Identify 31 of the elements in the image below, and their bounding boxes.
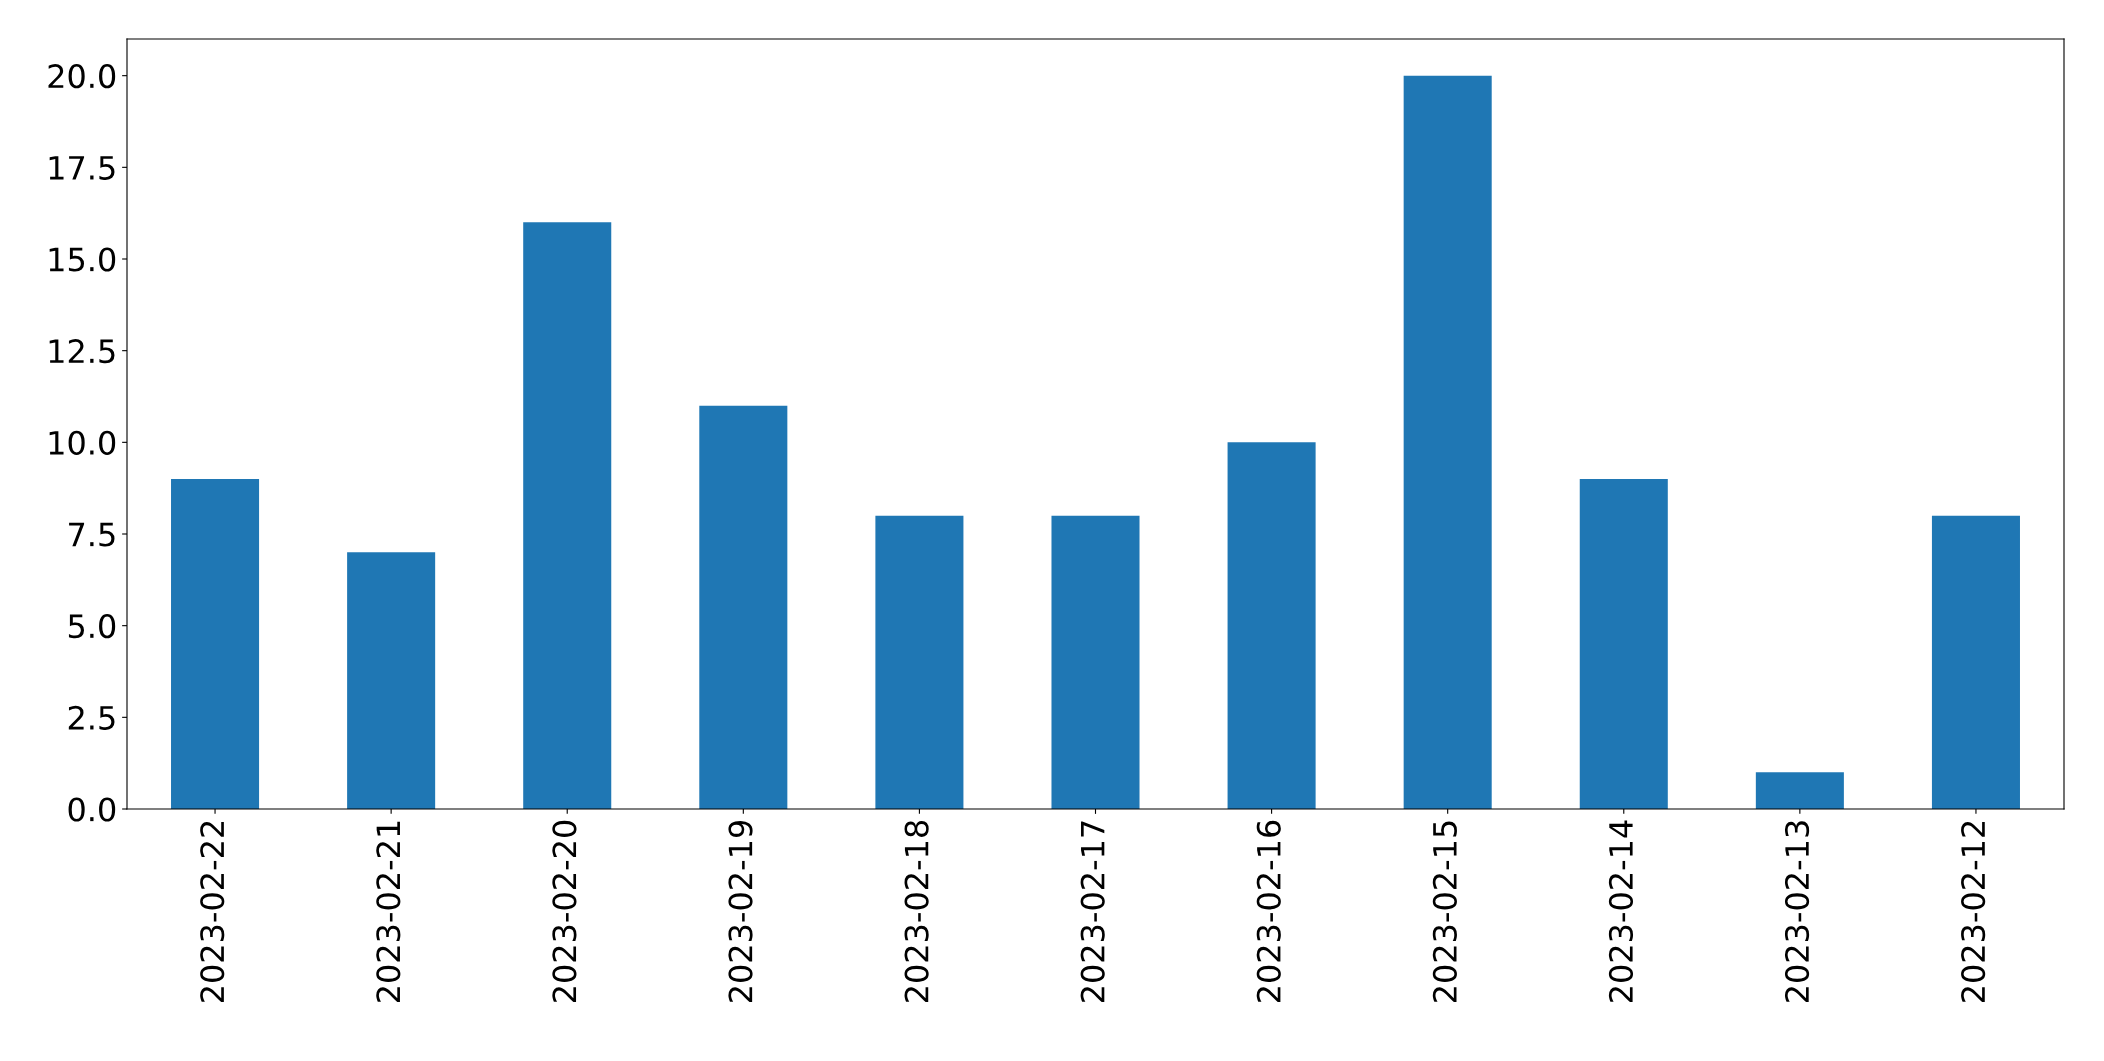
x-tick-label: 2023-02-18	[904, 820, 929, 1003]
y-tick-label: 5.0	[68, 614, 116, 639]
bar	[1579, 479, 1668, 809]
bar	[171, 479, 260, 809]
y-tick-label: 7.5	[69, 522, 115, 547]
x-tick-label: 2023-02-12	[1961, 821, 1986, 1003]
bar	[1755, 772, 1844, 809]
bar	[699, 405, 788, 809]
x-tick-label: 2023-02-15	[1432, 821, 1457, 1003]
bar	[1931, 515, 2020, 809]
y-tick-label: 0.0	[68, 797, 116, 822]
x-tick-label: 2023-02-21	[376, 821, 401, 1003]
y-tick-label: 20.0	[48, 64, 116, 89]
y-tick-label: 17.5	[49, 156, 115, 180]
bar	[875, 515, 964, 809]
y-tick-label: 15.0	[49, 247, 116, 272]
bar	[347, 552, 436, 809]
x-tick-label: 2023-02-13	[1784, 821, 1810, 1003]
x-tick-label: 2023-02-16	[1256, 820, 1281, 1003]
x-tick-label: 2023-02-14	[1608, 820, 1634, 1003]
x-tick-label: 2023-02-20	[552, 820, 577, 1003]
y-tick-label: 12.5	[49, 339, 115, 364]
x-tick-label: 2023-02-19	[728, 820, 753, 1003]
bar	[1403, 75, 1492, 809]
bar	[1051, 515, 1140, 809]
bar	[1227, 442, 1316, 809]
y-tick-label: 2.5	[68, 705, 115, 730]
bar	[523, 222, 612, 809]
y-tick-label: 10.0	[49, 430, 116, 455]
x-tick-label: 2023-02-22	[200, 821, 225, 1003]
x-tick-label: 2023-02-17	[1080, 821, 1105, 1003]
